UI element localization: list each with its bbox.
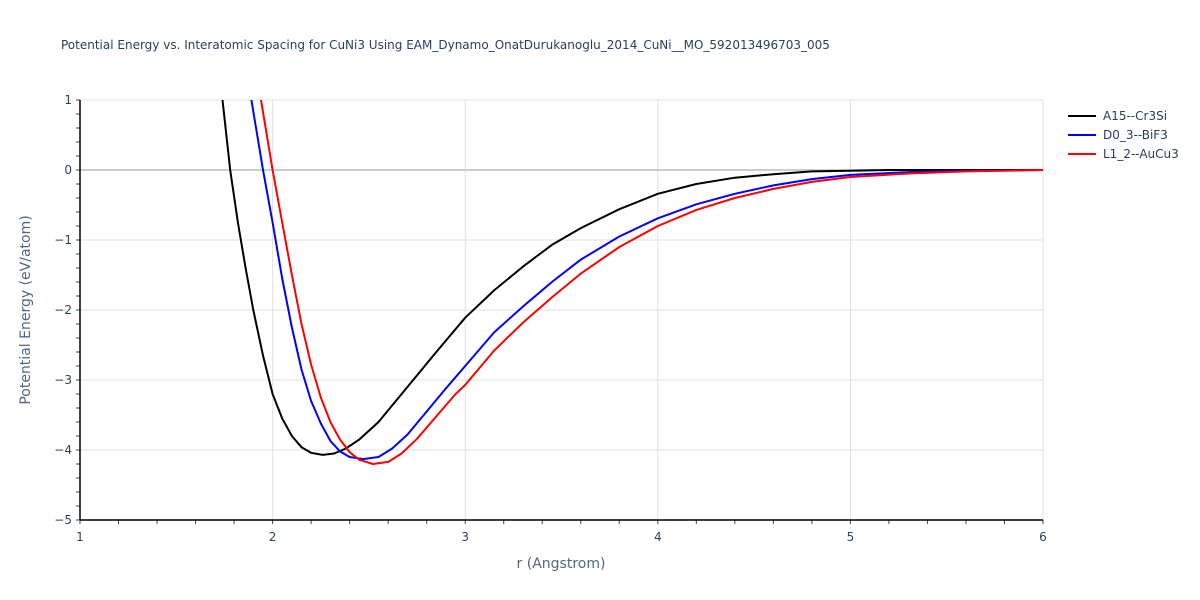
chart-title: Potential Energy vs. Interatomic Spacing… (61, 38, 830, 52)
legend-label: D0_3--BiF3 (1103, 127, 1168, 142)
legend-label: L1_2--AuCu3 (1103, 146, 1179, 161)
y-tick-label: −2 (54, 303, 72, 317)
series-lines (221, 100, 1044, 465)
x-tick-label: 2 (269, 530, 277, 544)
x-tick-label: 3 (461, 530, 469, 544)
y-tick-label: −5 (54, 513, 72, 527)
y-tick-label: −1 (54, 233, 72, 247)
series-line-L1_2--AuCu3[interactable] (260, 100, 1043, 465)
series-line-A15--Cr3Si[interactable] (221, 100, 1044, 456)
y-tick-label: 0 (64, 163, 72, 177)
legend-item-a15[interactable]: A15--Cr3Si (1068, 106, 1179, 125)
y-tick-label: −3 (54, 373, 72, 387)
x-tick-label: 6 (1039, 530, 1047, 544)
legend-line-icon (1068, 114, 1096, 117)
x-tick-label: 5 (847, 530, 855, 544)
y-tick-label: −4 (54, 443, 72, 457)
legend-line-icon (1068, 152, 1096, 155)
x-tick-label: 4 (654, 530, 662, 544)
legend-line-icon (1068, 133, 1096, 136)
y-axis-title: Potential Energy (eV/atom) (18, 215, 34, 404)
x-tick-label: 1 (76, 530, 84, 544)
gridlines (80, 99, 1044, 520)
axes: 1 2 3 4 5 6 1 0 −1 −2 −3 −4 −5 (54, 93, 1047, 544)
legend: A15--Cr3Si D0_3--BiF3 L1_2--AuCu3 (1068, 106, 1179, 163)
legend-item-l12[interactable]: L1_2--AuCu3 (1068, 144, 1179, 163)
legend-label: A15--Cr3Si (1103, 108, 1168, 123)
legend-item-d03[interactable]: D0_3--BiF3 (1068, 125, 1179, 144)
series-line-D0_3--BiF3[interactable] (250, 100, 1043, 461)
y-tick-label: 1 (64, 93, 72, 107)
x-axis-title: r (Angstrom) (517, 556, 606, 572)
